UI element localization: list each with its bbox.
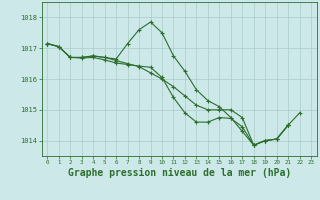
X-axis label: Graphe pression niveau de la mer (hPa): Graphe pression niveau de la mer (hPa) xyxy=(68,168,291,178)
